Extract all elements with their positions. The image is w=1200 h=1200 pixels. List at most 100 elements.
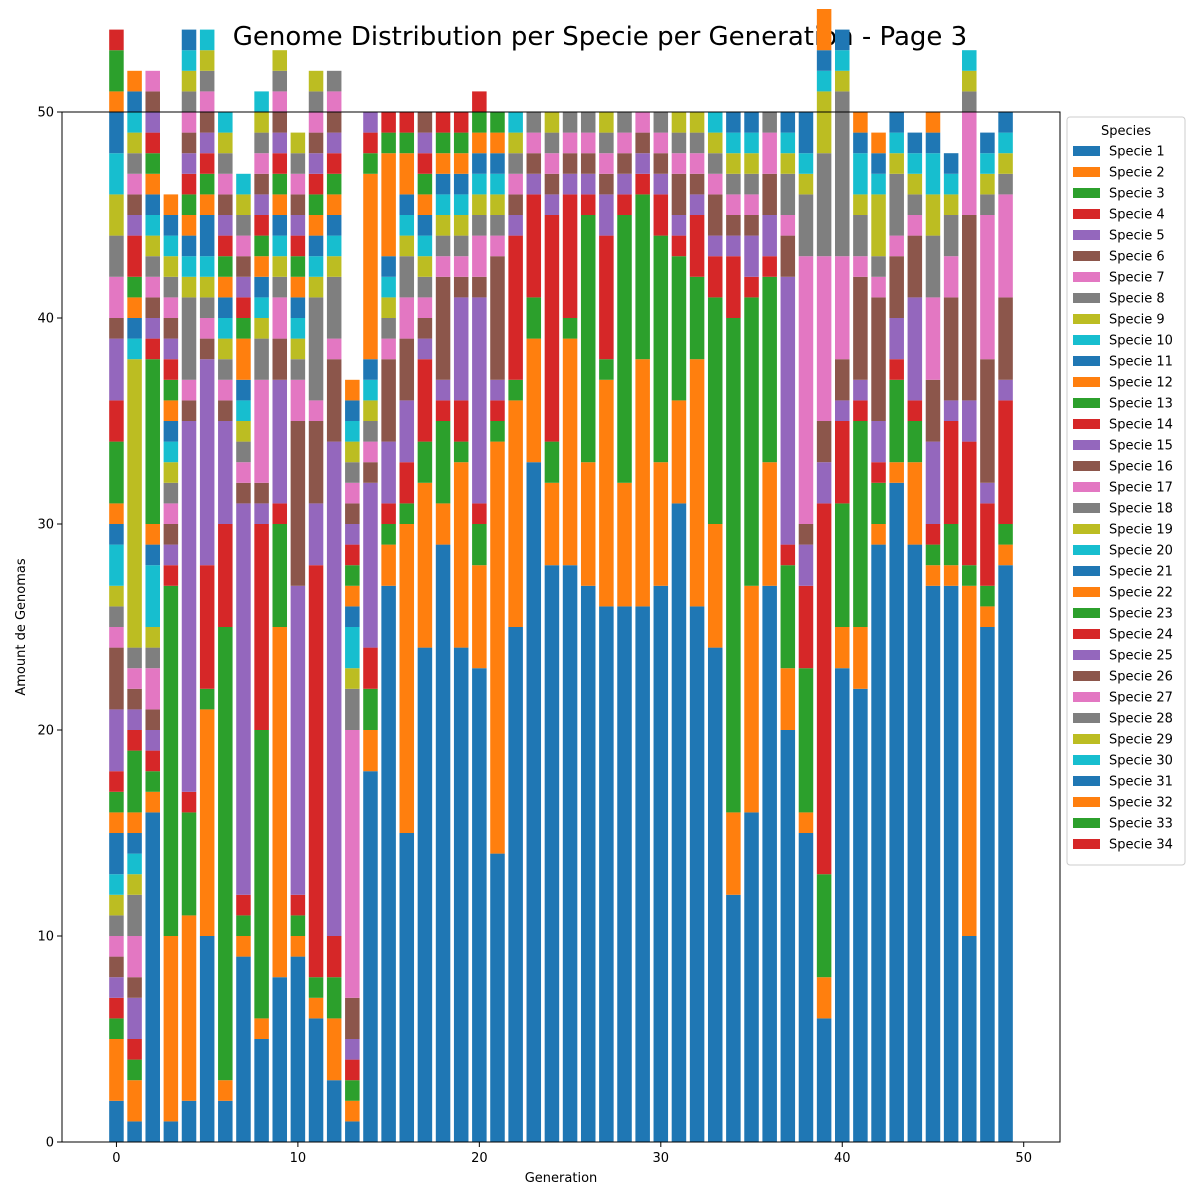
- bar-segment: [544, 153, 560, 174]
- bar-segment: [181, 153, 197, 174]
- bar-segment: [526, 132, 542, 154]
- bar-segment: [744, 194, 759, 215]
- bar-segment: [236, 894, 251, 916]
- bar-segment: [218, 359, 233, 380]
- legend-swatch: [1073, 797, 1100, 807]
- bar-segment: [399, 256, 415, 298]
- bar-segment: [145, 318, 160, 339]
- bar-segment: [689, 276, 705, 360]
- bar-segment: [453, 400, 469, 442]
- bar-segment: [726, 194, 741, 215]
- bar-segment: [707, 112, 723, 133]
- bar-segment: [272, 50, 288, 71]
- bar-segment: [889, 153, 904, 174]
- bar-segment: [726, 235, 741, 257]
- bar-segment: [798, 668, 814, 813]
- bar-segment: [127, 1039, 142, 1060]
- bar-segment: [326, 153, 342, 174]
- bar-segment: [127, 936, 142, 978]
- bar-segment: [998, 132, 1013, 154]
- bar-segment: [816, 70, 832, 92]
- bar-segment: [254, 379, 269, 483]
- bar-segment: [508, 379, 523, 401]
- bar-segment: [345, 421, 360, 442]
- bar-segment: [544, 441, 560, 483]
- bar-segment: [163, 194, 179, 215]
- bar-segment: [163, 276, 179, 298]
- bar-segment: [508, 112, 523, 133]
- bar-segment: [871, 524, 886, 545]
- bar-segment: [599, 379, 614, 607]
- bar-segment: [635, 132, 650, 154]
- bar-segment: [127, 1080, 142, 1122]
- bar-segment: [199, 132, 215, 154]
- bar-segment: [472, 235, 487, 277]
- bar-segment: [962, 400, 977, 442]
- bar-segment: [435, 421, 451, 504]
- bar-segment: [835, 91, 850, 257]
- bar-segment: [417, 173, 433, 195]
- bar-segment: [962, 565, 977, 586]
- bar-segment: [490, 400, 505, 421]
- bar-segment: [816, 256, 832, 421]
- x-tick-label: 20: [471, 1151, 488, 1166]
- bar-segment: [109, 503, 124, 524]
- legend-swatch: [1073, 356, 1100, 366]
- bar-segment: [345, 565, 360, 586]
- bar-segment: [181, 112, 197, 133]
- bar-segment: [453, 647, 469, 1142]
- bar-segment: [163, 462, 179, 483]
- bar-segment: [907, 544, 923, 1142]
- bar-segment: [145, 153, 160, 174]
- bar-segment: [435, 256, 451, 277]
- bar-segment: [290, 153, 306, 174]
- bar-segment: [453, 441, 469, 463]
- bar-segment: [435, 276, 451, 380]
- x-axis: 0 10 20 30 40 50: [112, 1142, 1032, 1166]
- bar-segment: [109, 338, 124, 401]
- bar-segment: [853, 153, 868, 195]
- bar-segment: [272, 173, 288, 195]
- bar-segment: [109, 956, 124, 978]
- bar-segment: [145, 812, 160, 1142]
- bar-segment: [290, 338, 306, 360]
- bar-segment: [562, 173, 578, 195]
- bar-segment: [127, 709, 142, 730]
- bar-segment: [254, 256, 269, 277]
- bar-segment: [181, 379, 197, 401]
- bar-segment: [127, 173, 142, 195]
- bar-segment: [345, 524, 360, 545]
- bar-segment: [290, 173, 306, 195]
- bar-segment: [272, 977, 288, 1142]
- bar-segment: [399, 524, 415, 833]
- bar-segment: [744, 215, 759, 236]
- bar-segment: [653, 112, 669, 133]
- bar-segment: [980, 194, 995, 215]
- bar-segment: [290, 915, 306, 936]
- bar-segment: [635, 194, 650, 360]
- bar-segment: [562, 132, 578, 154]
- bar-segment: [109, 1018, 124, 1039]
- bar-segment: [127, 153, 142, 174]
- bar-segment: [109, 606, 124, 627]
- legend-swatch: [1073, 587, 1100, 597]
- bar-segment: [853, 194, 868, 215]
- bar-segment: [218, 524, 233, 627]
- bar-segment: [181, 132, 197, 154]
- legend-swatch: [1073, 188, 1100, 198]
- bar-segment: [218, 297, 233, 318]
- bar-segment: [835, 421, 850, 504]
- bar-segment: [617, 482, 632, 607]
- bar-segment: [399, 297, 415, 339]
- bar-segment: [272, 153, 288, 174]
- bar-segment: [109, 709, 124, 772]
- bar-segment: [109, 894, 124, 916]
- bar-segment: [290, 256, 306, 277]
- bar-segment: [218, 194, 233, 215]
- bar-segment: [290, 359, 306, 380]
- bar-segment: [199, 215, 215, 257]
- legend-swatch: [1073, 776, 1100, 786]
- bar-segment: [435, 194, 451, 215]
- bar-segment: [780, 565, 796, 669]
- bar-segment: [326, 359, 342, 442]
